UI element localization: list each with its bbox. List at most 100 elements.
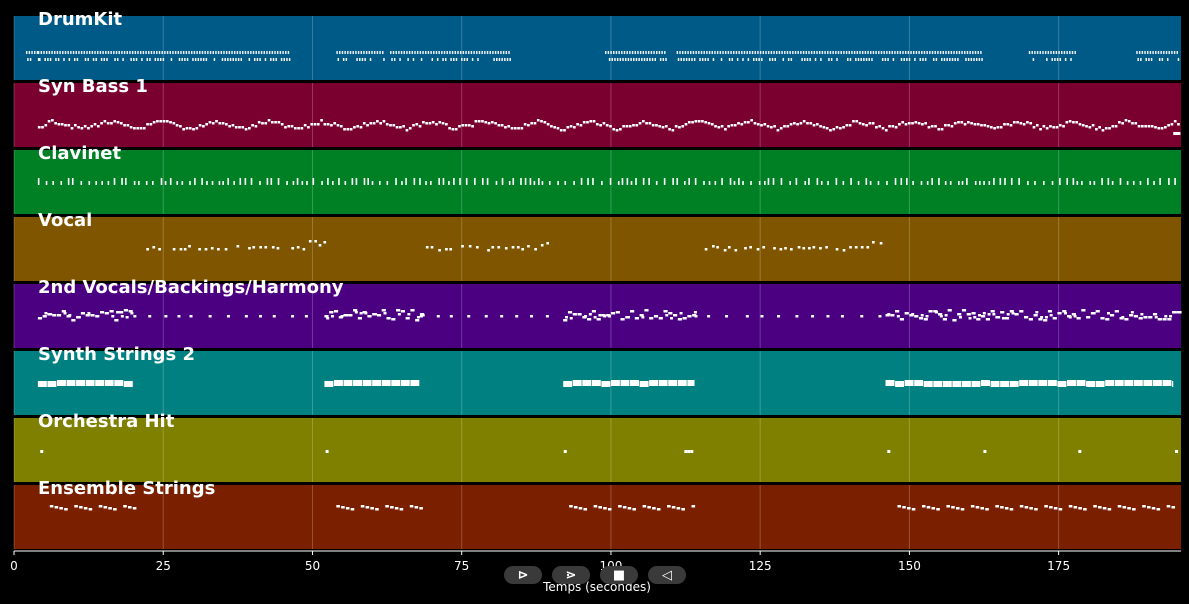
note (982, 312, 986, 315)
note (847, 58, 849, 61)
note (527, 245, 530, 248)
note (508, 51, 510, 54)
note (341, 506, 345, 509)
note (435, 51, 438, 54)
note (789, 248, 793, 251)
note (451, 128, 455, 131)
note (436, 315, 440, 318)
note (567, 311, 573, 314)
note (1104, 127, 1108, 130)
track-name: Clavinet (38, 143, 121, 164)
note (254, 125, 258, 128)
note (103, 506, 108, 509)
note (459, 51, 462, 54)
note (703, 181, 705, 185)
note (95, 58, 97, 61)
note (955, 51, 958, 54)
note (496, 58, 498, 61)
play-button[interactable]: ⊳ (504, 566, 542, 584)
note (894, 178, 897, 185)
note (282, 51, 284, 54)
note (942, 381, 952, 387)
note (947, 309, 952, 312)
note (486, 51, 489, 54)
track-background (14, 217, 1181, 281)
note (118, 51, 120, 54)
note (500, 315, 504, 318)
note (391, 58, 393, 61)
note (218, 122, 222, 125)
note (225, 51, 228, 54)
stop-button[interactable]: ■ (600, 566, 638, 584)
note (896, 51, 899, 54)
note (401, 181, 403, 185)
note (353, 309, 358, 312)
note (687, 121, 691, 124)
note (679, 312, 683, 315)
note (978, 314, 982, 317)
note (1059, 58, 1062, 61)
note (701, 120, 704, 123)
note (431, 58, 434, 61)
note (248, 58, 251, 61)
note (656, 508, 661, 511)
note (977, 51, 979, 54)
note (832, 51, 834, 54)
note (497, 246, 501, 249)
note (484, 315, 488, 318)
note (1124, 318, 1129, 321)
note (758, 58, 760, 61)
note (1173, 120, 1177, 123)
note (727, 51, 730, 54)
note (716, 246, 719, 249)
note (900, 178, 903, 185)
note (464, 124, 468, 127)
note (927, 126, 931, 129)
note (47, 381, 57, 387)
note (842, 126, 845, 129)
x-tick-label: 150 (898, 559, 921, 573)
note (162, 120, 166, 123)
fast-forward-button[interactable]: ⋗ (552, 566, 590, 584)
note (359, 312, 363, 315)
note (757, 51, 759, 54)
note (822, 126, 826, 129)
note (937, 128, 941, 131)
note (33, 51, 36, 54)
note (563, 381, 573, 387)
note (1050, 51, 1052, 54)
note (1177, 123, 1180, 126)
note (983, 124, 987, 127)
note (647, 51, 650, 54)
note (382, 120, 386, 123)
note (973, 123, 977, 126)
note (414, 506, 419, 509)
note (326, 123, 330, 126)
note (797, 51, 799, 54)
note (330, 315, 334, 318)
note (972, 51, 974, 54)
note (1105, 318, 1110, 321)
note (1053, 507, 1058, 510)
note (1172, 381, 1174, 387)
note (1161, 58, 1164, 61)
note (820, 58, 822, 61)
note (142, 127, 146, 130)
note (62, 51, 64, 54)
note (680, 58, 682, 61)
note (247, 51, 249, 54)
note (366, 124, 369, 127)
note (1014, 313, 1019, 316)
note (64, 51, 67, 54)
note (918, 317, 924, 320)
note (648, 178, 650, 185)
rewind-button[interactable]: ◁ (648, 566, 686, 584)
note (181, 181, 184, 185)
note (92, 58, 95, 61)
note (390, 506, 394, 509)
note (207, 51, 209, 54)
note (474, 120, 478, 123)
note (1026, 121, 1029, 124)
note (687, 51, 689, 54)
note (355, 178, 358, 185)
